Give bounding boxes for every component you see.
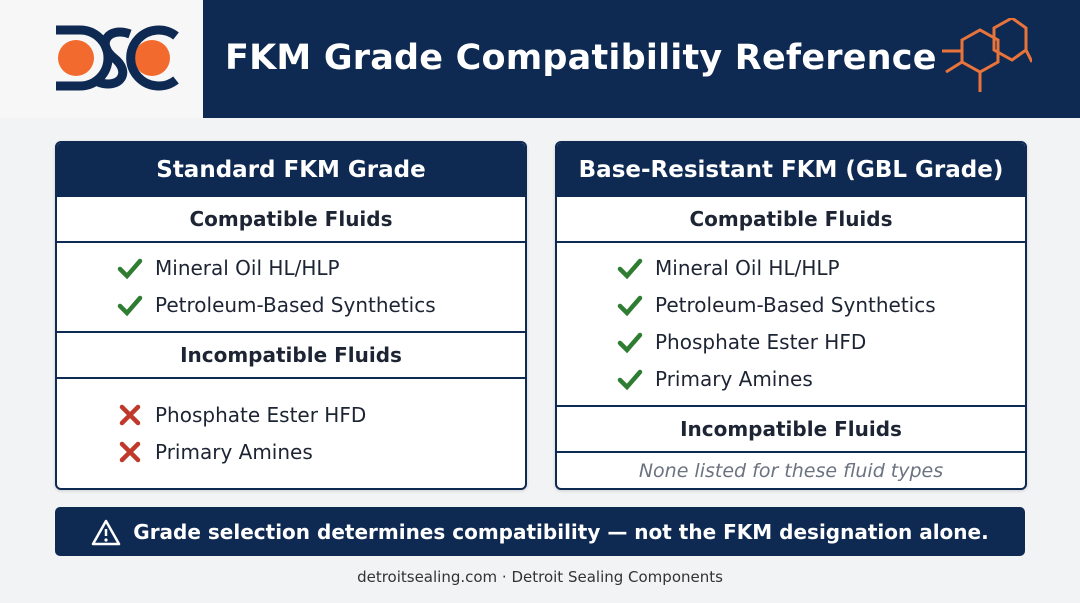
warning-icon bbox=[92, 519, 121, 545]
fluid-name: Petroleum-Based Synthetics bbox=[655, 292, 936, 317]
fluid-item: Petroleum-Based Synthetics bbox=[557, 286, 1025, 323]
check-icon bbox=[617, 332, 643, 353]
footer: detroitsealing.com · Detroit Sealing Com… bbox=[357, 568, 723, 586]
fluid-name: Primary Amines bbox=[655, 366, 813, 391]
cross-icon bbox=[119, 404, 141, 426]
check-icon bbox=[617, 369, 643, 390]
header: FKM Grade Compatibility Reference bbox=[203, 0, 1080, 118]
fluid-item: Primary Amines bbox=[557, 360, 1025, 397]
fluid-name: Mineral Oil HL/HLP bbox=[155, 255, 340, 280]
fluid-name: Phosphate Ester HFD bbox=[655, 329, 867, 354]
header-title: FKM Grade Compatibility Reference bbox=[225, 38, 937, 78]
item-list: None listed for these fluid types bbox=[557, 453, 1025, 488]
check-icon bbox=[617, 258, 643, 279]
item-list: Mineral Oil HL/HLP Petroleum-Based Synthe… bbox=[57, 243, 525, 331]
fluid-item: Mineral Oil HL/HLP bbox=[57, 249, 525, 286]
fluid-name: Phosphate Ester HFD bbox=[155, 403, 367, 427]
banner-text: Grade selection determines compatibility… bbox=[133, 519, 989, 544]
check-icon bbox=[617, 295, 643, 316]
fluid-item: Mineral Oil HL/HLP bbox=[557, 249, 1025, 286]
cross-icon bbox=[119, 441, 141, 463]
molecule-icon bbox=[942, 18, 1032, 92]
banner: Grade selection determines compatibility… bbox=[55, 507, 1025, 556]
logo bbox=[0, 0, 203, 118]
section-heading: Compatible Fluids bbox=[557, 197, 1025, 243]
section-heading: Incompatible Fluids bbox=[557, 405, 1025, 453]
fluid-name: Primary Amines bbox=[155, 440, 313, 464]
fluid-item: Primary Amines bbox=[57, 434, 525, 471]
panel-title: Base-Resistant FKM (GBL Grade) bbox=[557, 143, 1025, 197]
logo-mark bbox=[56, 25, 179, 91]
check-icon bbox=[117, 258, 143, 279]
section-heading: Incompatible Fluids bbox=[57, 331, 525, 379]
section-heading: Compatible Fluids bbox=[57, 197, 525, 243]
item-list: Mineral Oil HL/HLP Petroleum-Based Synthe… bbox=[557, 243, 1025, 405]
fluid-item: Petroleum-Based Synthetics bbox=[57, 286, 525, 323]
note: None listed for these fluid types bbox=[638, 459, 944, 482]
fluid-name: Petroleum-Based Synthetics bbox=[155, 292, 436, 317]
fluid-name: Mineral Oil HL/HLP bbox=[655, 255, 840, 280]
fluid-item: Phosphate Ester HFD bbox=[57, 397, 525, 434]
item-list: Phosphate Ester HFD Primary Amines bbox=[57, 379, 525, 488]
panel: Standard FKM Grade Compatible Fluids Miner… bbox=[55, 141, 527, 490]
panel: Base-Resistant FKM (GBL Grade) Compatible… bbox=[555, 141, 1027, 490]
panel-title: Standard FKM Grade bbox=[57, 143, 525, 197]
check-icon bbox=[117, 295, 143, 316]
fluid-item: Phosphate Ester HFD bbox=[557, 323, 1025, 360]
